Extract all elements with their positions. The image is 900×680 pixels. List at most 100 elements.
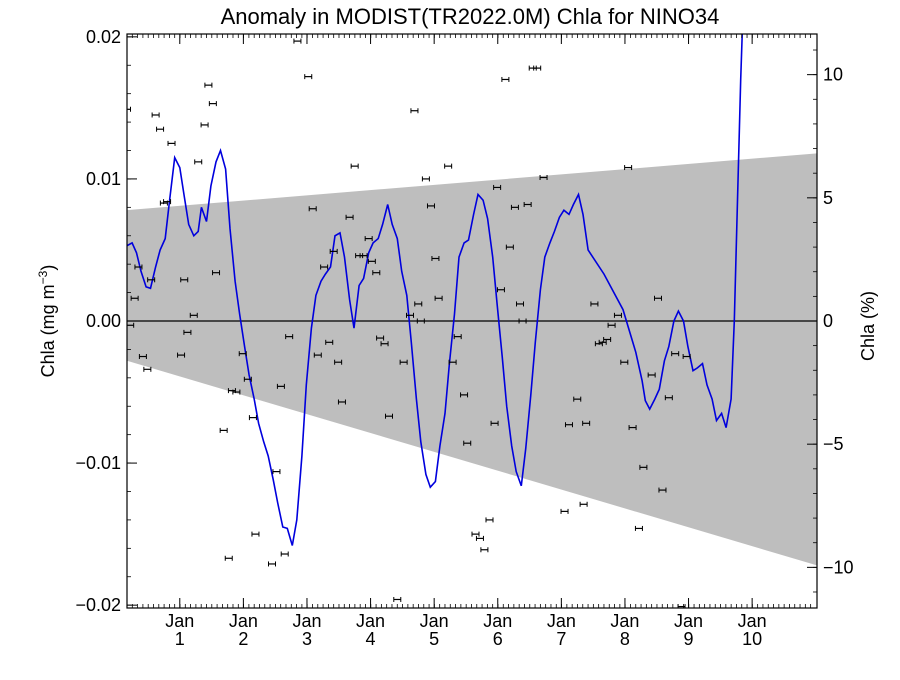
error-point bbox=[453, 334, 462, 340]
x-tick-label-year: 10 bbox=[742, 629, 762, 649]
error-point bbox=[329, 248, 338, 254]
error-point bbox=[410, 108, 419, 114]
error-point bbox=[620, 359, 629, 365]
error-point bbox=[212, 270, 221, 276]
x-tick-label-month: Jan bbox=[420, 611, 449, 631]
error-point bbox=[613, 312, 622, 318]
error-point bbox=[251, 531, 260, 537]
error-point bbox=[475, 535, 484, 541]
error-point bbox=[682, 354, 691, 360]
error-point bbox=[634, 525, 643, 531]
error-point bbox=[163, 199, 172, 205]
y-left-label-close: ) bbox=[38, 265, 58, 271]
error-point bbox=[127, 322, 135, 328]
y-right-axis-label: Chla (%) bbox=[858, 291, 878, 361]
error-point bbox=[325, 339, 334, 345]
error-point bbox=[204, 82, 213, 88]
error-point bbox=[372, 270, 381, 276]
y-right-ticks: 10 5 0 −5 −10 bbox=[807, 49, 854, 593]
series-line-0 bbox=[127, 34, 744, 546]
x-tick-label-month: Jan bbox=[292, 611, 321, 631]
error-point bbox=[516, 301, 525, 307]
error-point bbox=[345, 214, 354, 220]
error-point bbox=[414, 301, 423, 307]
error-point bbox=[590, 301, 599, 307]
error-point bbox=[523, 201, 532, 207]
error-point bbox=[448, 359, 457, 365]
error-point bbox=[267, 561, 276, 567]
error-point bbox=[364, 236, 373, 242]
error-point bbox=[564, 422, 573, 428]
y-right-tick-label: 10 bbox=[823, 65, 843, 85]
error-point bbox=[485, 517, 494, 523]
y-left-tick-label: −0.02 bbox=[75, 595, 121, 615]
y-right-tick-label: 0 bbox=[823, 311, 833, 331]
error-point bbox=[416, 318, 425, 324]
x-tick-label-year: 2 bbox=[238, 629, 248, 649]
error-point bbox=[539, 175, 548, 180]
error-point bbox=[385, 413, 394, 419]
error-point bbox=[243, 376, 252, 382]
error-point bbox=[664, 395, 673, 401]
error-point bbox=[248, 415, 257, 421]
error-point bbox=[219, 427, 228, 433]
x-tick-label-month: Jan bbox=[229, 611, 258, 631]
y-right-tick-label: 5 bbox=[823, 188, 833, 208]
error-point bbox=[399, 359, 408, 365]
error-point bbox=[505, 244, 514, 250]
error-point bbox=[313, 352, 322, 358]
error-point bbox=[573, 396, 582, 402]
error-point bbox=[320, 264, 329, 270]
error-point bbox=[533, 65, 542, 71]
error-point bbox=[471, 531, 480, 537]
error-point bbox=[304, 74, 313, 80]
x-tick-label-year: 8 bbox=[620, 629, 630, 649]
error-point bbox=[285, 334, 294, 340]
error-point bbox=[582, 420, 591, 426]
error-point bbox=[654, 295, 663, 301]
error-point bbox=[293, 38, 302, 44]
error-point bbox=[376, 335, 385, 341]
x-tick-label-year: 9 bbox=[684, 629, 694, 649]
confidence-band bbox=[127, 153, 817, 566]
x-tick-label-month: Jan bbox=[674, 611, 703, 631]
error-point bbox=[560, 508, 569, 514]
y-right-tick-label: −10 bbox=[823, 557, 854, 577]
series-group bbox=[127, 34, 744, 546]
error-point bbox=[624, 165, 633, 171]
x-tick-label-year: 4 bbox=[366, 629, 376, 649]
error-point bbox=[183, 329, 192, 335]
error-point bbox=[138, 354, 147, 360]
error-point bbox=[501, 76, 510, 82]
error-point bbox=[280, 551, 289, 557]
error-point bbox=[337, 399, 346, 405]
error-point bbox=[426, 203, 435, 209]
y-left-label-main: Chla (mg m bbox=[38, 284, 58, 377]
y-right-tick-label: −5 bbox=[823, 434, 844, 454]
x-tick-label-month: Jan bbox=[356, 611, 385, 631]
error-point bbox=[350, 163, 359, 169]
error-point bbox=[405, 312, 414, 318]
error-point bbox=[607, 322, 616, 328]
error-point bbox=[151, 112, 160, 118]
error-point bbox=[238, 351, 247, 357]
y-left-tick-label: 0.02 bbox=[86, 27, 121, 47]
error-point bbox=[177, 352, 186, 358]
error-point bbox=[598, 339, 607, 345]
error-point bbox=[208, 101, 217, 107]
error-point bbox=[671, 351, 680, 357]
y-left-tick-label: 0.01 bbox=[86, 169, 121, 189]
error-point bbox=[334, 359, 343, 365]
error-point bbox=[510, 204, 519, 210]
error-point bbox=[224, 555, 233, 561]
error-point bbox=[127, 106, 131, 112]
error-point bbox=[658, 487, 667, 493]
error-point bbox=[180, 277, 189, 283]
error-point bbox=[628, 425, 637, 431]
shaded-band bbox=[127, 153, 817, 566]
error-point bbox=[496, 287, 505, 293]
error-point bbox=[143, 366, 152, 372]
x-tick-label-year: 1 bbox=[175, 629, 185, 649]
error-point bbox=[200, 122, 209, 128]
